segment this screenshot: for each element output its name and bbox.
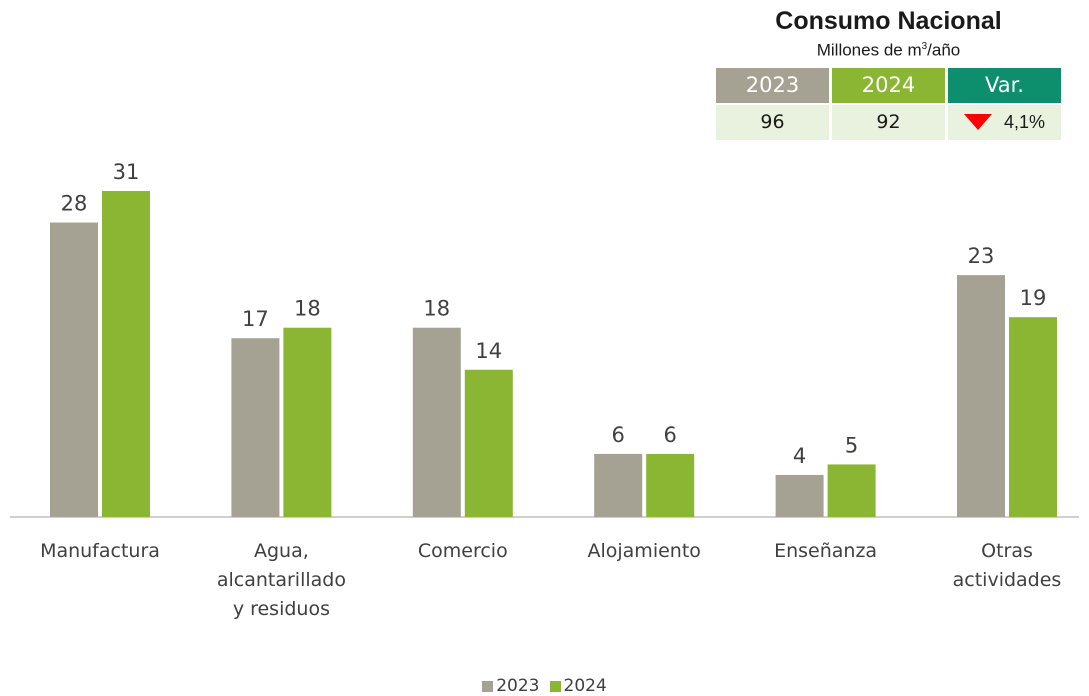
legend-label-2023: 2023 [496,676,540,696]
bar-2024-5 [1009,317,1057,517]
summary-subtitle-sup: 3 [921,41,928,52]
category-label-line: Agua, [254,540,309,562]
category-label-line: y residuos [233,598,330,620]
bar-2023-1 [231,338,280,517]
summary-value-2023: 96 [716,104,829,140]
data-label-2024-2: 14 [475,339,502,363]
data-label-2024-4: 5 [845,433,858,457]
legend-item-2023: 2023 [482,676,540,696]
bar-2024-0 [102,191,150,517]
bar-2023-3 [594,453,643,517]
category-label-5: Otras actividades [953,540,1062,591]
summary-title: Consumo Nacional [775,7,1002,35]
summary-subtitle-suffix: /año [927,40,961,60]
bar-2023-4 [775,474,824,517]
bar-2023-0 [50,222,98,517]
data-label-2024-3: 6 [664,423,677,447]
summary-variation-value: 4,1% [1003,111,1046,132]
summary-header-2024: 2024 [832,67,945,103]
bar-2024-2 [464,369,513,517]
data-label-2024-0: 31 [113,160,140,184]
category-label-line: Alojamiento [587,540,700,562]
category-label-line: Enseñanza [774,540,877,562]
legend-label-2024: 2024 [563,676,607,696]
category-label-2: Comercio [418,540,508,562]
category-label-1: Agua, alcantarillado y residuos [217,540,346,620]
data-label-2023-0: 28 [61,192,88,216]
category-label-line: Comercio [418,540,508,562]
legend-item-2024: 2024 [549,676,607,696]
category-label-4: Enseñanza [774,540,877,562]
data-label-2023-4: 4 [793,444,806,468]
category-label-line: Manufactura [40,540,160,562]
bar-2024-3 [646,453,695,517]
data-label-2023-2: 18 [423,297,450,321]
summary-value-2024: 92 [832,104,945,140]
data-label-2024-5: 19 [1020,286,1047,310]
summary-header-2023: 2023 [716,67,829,103]
category-label-line: actividades [953,569,1062,591]
bar-2024-4 [827,464,876,517]
data-label-2023-1: 17 [242,307,269,331]
summary-subtitle: Millones de m3/año [716,36,1061,62]
bar-2023-5 [957,275,1005,517]
summary-table: 2023 2024 Var. 96 92 4,1% [716,67,1061,140]
legend-swatch-2024 [549,680,561,692]
legend: 2023 2024 [0,676,1089,696]
bar-2024-1 [283,327,332,517]
data-label-2023-5: 23 [968,244,995,268]
summary-subtitle-prefix: Millones de m [816,40,922,60]
category-label-line: Otras [981,540,1033,562]
category-label-3: Alojamiento [587,540,700,562]
summary-header-var: Var. [948,67,1061,103]
category-label-0: Manufactura [40,540,160,562]
down-triangle-icon [963,114,992,131]
bar-2023-2 [412,327,461,517]
data-label-2024-1: 18 [294,297,321,321]
data-label-2023-3: 6 [612,423,625,447]
summary-value-var: 4,1% [948,104,1061,140]
summary-panel: Consumo Nacional Millones de m3/año 2023… [716,0,1061,140]
category-label-line: alcantarillado [217,569,346,591]
legend-swatch-2023 [482,680,494,692]
